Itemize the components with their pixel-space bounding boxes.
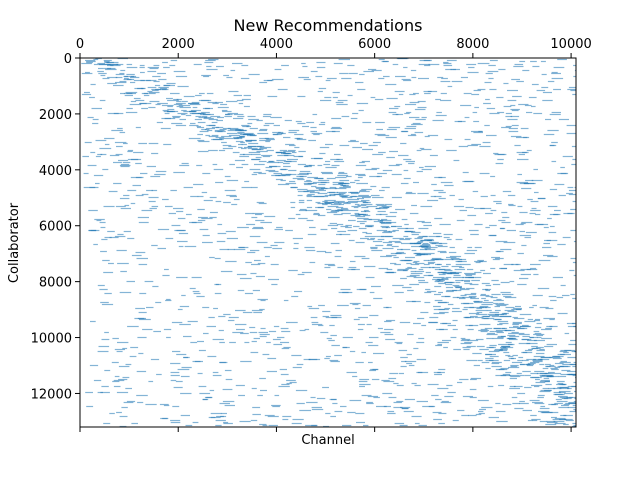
y-tick-label: 4000 <box>39 164 72 179</box>
y-tick-label: 10000 <box>31 332 72 347</box>
y-tick-label: 0 <box>64 52 72 67</box>
y-axis-label: Collaborator <box>7 202 22 283</box>
x-tick-label: 0 <box>76 37 84 52</box>
x-tick-label: 6000 <box>358 37 391 52</box>
y-tick-label: 8000 <box>39 276 72 291</box>
y-tick-label: 6000 <box>39 220 72 235</box>
x-tick-label: 2000 <box>162 37 195 52</box>
x-tick-label: 10000 <box>550 37 591 52</box>
y-tick-label: 12000 <box>31 387 72 402</box>
x-tick-label: 4000 <box>260 37 293 52</box>
x-axis-label: Channel <box>301 433 354 448</box>
plot-frame <box>79 57 577 428</box>
x-tick-label: 8000 <box>456 37 489 52</box>
heatmap-marks <box>81 58 576 427</box>
chart-title: New Recommendations <box>234 16 423 35</box>
y-tick-label: 2000 <box>39 108 72 123</box>
axes: 0 2000 4000 6000 8000 10000 0 2000 4000 6000 8000 1… <box>31 37 592 432</box>
